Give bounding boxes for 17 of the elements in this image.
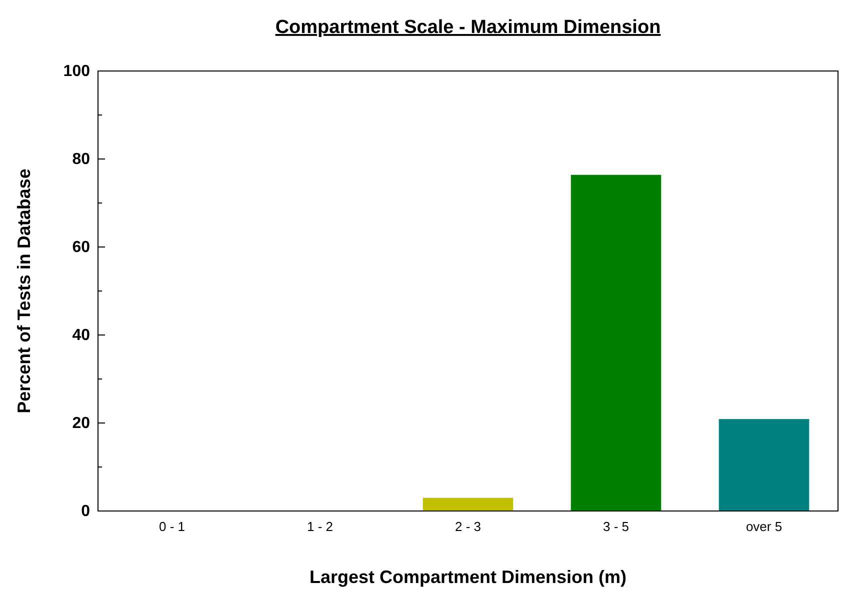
y-tick-label: 0	[81, 503, 90, 520]
x-tick-label: 2 - 3	[454, 518, 482, 534]
y-tick-label: 40	[72, 327, 90, 344]
x-axis-title: Largest Compartment Dimension (m)	[309, 567, 627, 587]
y-tick-label: 80	[72, 151, 90, 168]
bar	[570, 174, 662, 511]
y-tick-label: 60	[72, 239, 90, 256]
x-tick-label: 3 - 5	[602, 518, 630, 534]
y-tick-label: 20	[72, 415, 90, 432]
x-tick-label: over 5	[746, 518, 782, 534]
bar	[422, 498, 514, 511]
x-tick-label: 1 - 2	[306, 518, 334, 534]
x-tick-label: 0 - 1	[158, 518, 186, 534]
chart-title: Compartment Scale - Maximum Dimension	[275, 17, 661, 38]
y-tick-label: 100	[63, 63, 90, 80]
bar	[718, 419, 810, 511]
y-axis-title: Percent of Tests in Database	[14, 168, 34, 414]
